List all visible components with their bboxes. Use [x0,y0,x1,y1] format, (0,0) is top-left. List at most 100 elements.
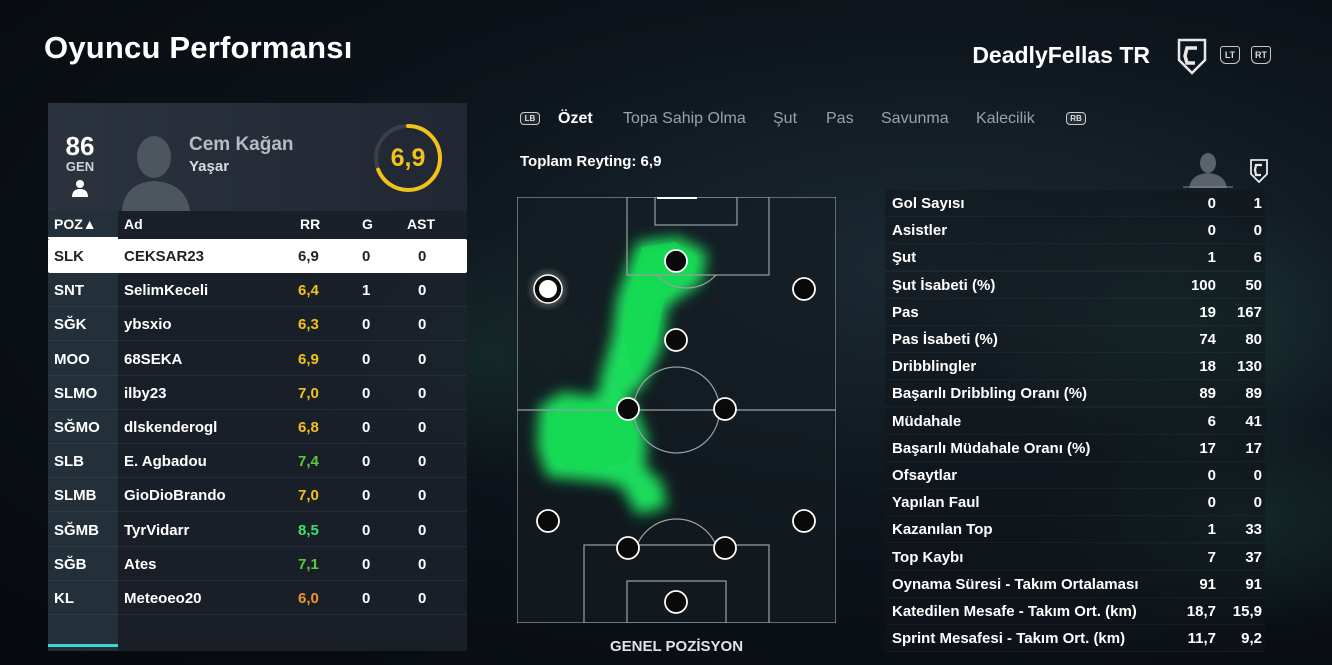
stat-label: Ofsaytlar [892,467,958,484]
table-row[interactable]: SLB E. Agbadou 7,4 0 0 [48,444,467,479]
table-row[interactable]: SĞK ybsxio 6,3 0 0 [48,307,467,342]
header-rr[interactable]: RR [300,216,321,232]
row-player-name: GioDioBrando [124,487,226,505]
table-row[interactable]: KL Meteoeo20 6,0 0 0 [48,581,467,615]
row-assists: 0 [418,282,427,300]
stat-player-value: 89 [1199,385,1216,403]
row-player-name: ybsxio [124,316,172,334]
stat-team-value: 130 [1236,358,1262,376]
stat-row: Oynama Süresi - Takım Ortalaması 91 91 [885,570,1265,598]
player-list-panel: 86 GEN Cem Kağan Yaşar 6,9 POZ▲ Ad RR G … [48,103,467,651]
lb-button-icon[interactable]: LB [520,112,540,125]
table-row[interactable]: SLMO ilby23 7,0 0 0 [48,376,467,410]
position-column-strip [48,211,118,651]
overall-value: 86 [65,131,95,161]
row-goals: 0 [362,316,371,334]
player-avatar [122,136,190,211]
row-rating: 7,0 [298,487,319,505]
stat-row: Şut İsabeti (%) 100 50 [885,271,1265,299]
table-row[interactable]: SĞMO dlskenderogl 6,8 0 0 [48,410,467,444]
stat-row: Müdahale 6 41 [885,407,1265,435]
stat-team-value: 37 [1245,548,1262,566]
overall-rating: 86 GEN [60,133,100,174]
row-assists: 0 [418,487,427,505]
row-goals: 0 [362,590,371,607]
row-goals: 0 [362,248,371,265]
table-row[interactable]: SNT SelimKeceli 6,4 1 0 [48,273,467,308]
total-rating: Toplam Reyting: 6,9 [520,153,662,170]
stat-label: Oynama Süresi - Takım Ortalaması [892,575,1139,593]
tab-ozet[interactable]: Özet [558,110,593,127]
header-g[interactable]: G [362,216,373,232]
row-assists: 0 [418,384,427,402]
row-assists: 0 [418,521,427,539]
lt-button-icon[interactable]: LT [1220,46,1240,64]
stat-team-value: 80 [1245,331,1262,348]
row-position: SĞMB [54,521,99,539]
stat-team-value: 6 [1253,249,1262,267]
person-icon [72,180,88,197]
row-assists: 0 [418,555,427,573]
stat-player-value: 74 [1199,331,1216,348]
stat-label: Pas [892,303,919,321]
pitch-label: GENEL POZİSYON [609,638,744,655]
table-row[interactable]: SĞB Ates 7,1 0 0 [48,547,467,581]
stat-label: Sprint Mesafesi - Takım Ort. (km) [892,630,1126,648]
tab-savunma[interactable]: Savunma [881,110,949,127]
stat-label: Top Kaybı [892,548,964,566]
stat-row: Dribblingler 18 130 [885,353,1265,381]
row-goals: 0 [362,419,371,436]
row-player-name: CEKSAR23 [124,248,205,265]
row-assists: 0 [418,350,427,368]
row-goals: 0 [362,453,371,471]
row-rating: 6,0 [298,590,319,607]
stat-player-value: 17 [1199,439,1216,457]
tab-sut[interactable]: Şut [773,110,798,127]
row-rating: 6,3 [298,316,319,334]
row-player-name: TyrVidarr [124,521,190,539]
row-goals: 0 [362,384,371,402]
stat-label: Yapılan Faul [892,494,980,512]
row-player-name: 68SEKA [124,350,183,368]
stat-row: Gol Sayısı 0 1 [885,190,1265,217]
stat-player-value: 11,7 [1187,630,1216,648]
stat-team-value: 89 [1245,385,1262,403]
stat-team-value: 0 [1253,494,1262,512]
stat-player-value: 18 [1199,358,1216,376]
stat-team-value: 0 [1253,467,1262,484]
stat-row: Başarılı Müdahale Oranı (%) 17 17 [885,434,1265,462]
stat-team-value: 1 [1253,195,1262,212]
overall-label: GEN [65,159,95,174]
header-pos[interactable]: POZ▲ [54,216,97,232]
row-assists: 0 [418,316,427,334]
row-position: MOO [54,350,90,368]
stat-team-value: 91 [1245,575,1262,593]
row-rating: 6,4 [298,282,319,300]
stat-label: Gol Sayısı [892,195,965,212]
table-row[interactable]: SLMB GioDioBrando 7,0 0 0 [48,478,467,513]
table-row[interactable]: SLK CEKSAR23 6,9 0 0 [48,239,467,273]
header-ast[interactable]: AST [407,216,435,232]
row-assists: 0 [418,419,427,436]
stat-team-value: 41 [1245,412,1262,430]
row-position: SLK [54,248,84,265]
stat-row: Top Kaybı 7 37 [885,543,1265,571]
stat-team-value: 17 [1245,439,1262,457]
tab-topa-sahip-olma[interactable]: Topa Sahip Olma [623,110,746,127]
table-row[interactable]: MOO 68SEKA 6,9 0 0 [48,342,467,376]
page-title: Oyuncu Performansı [44,30,353,65]
stat-player-value: 0 [1207,494,1216,512]
pitch-heatmap [517,197,836,623]
row-player-name: Meteoeo20 [124,590,202,607]
tab-kalecilik[interactable]: Kalecilik [976,110,1035,127]
sort-underline [48,237,118,239]
row-goals: 0 [362,521,371,539]
rb-button-icon[interactable]: RB [1066,112,1086,125]
stat-player-value: 19 [1199,303,1216,321]
rt-button-icon[interactable]: RT [1251,46,1271,64]
tab-pas[interactable]: Pas [826,110,854,127]
header-name[interactable]: Ad [124,216,143,232]
table-row[interactable]: SĞMB TyrVidarr 8,5 0 0 [48,513,467,547]
row-player-name: E. Agbadou [124,453,207,471]
stat-player-value: 18,7 [1186,603,1216,620]
